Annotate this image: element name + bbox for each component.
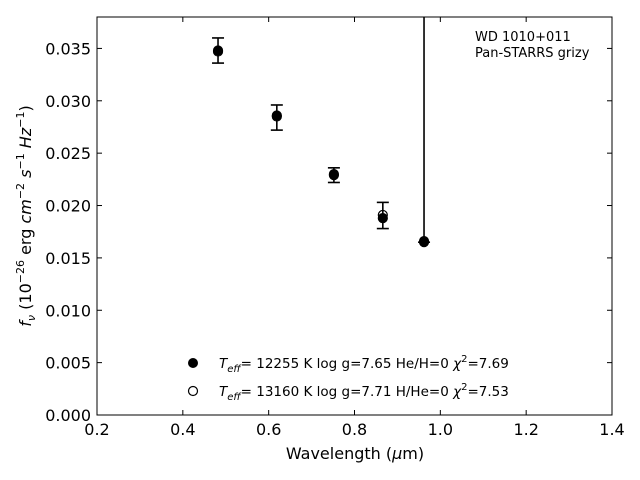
x-tick-label: 1.0 [428,420,453,439]
annotation-object-name: WD 1010+011 [475,30,571,45]
y-tick-label: 0.005 [45,354,91,373]
model-point-open [271,111,282,122]
y-tick-label: 0.025 [45,144,91,163]
model-point-open [328,169,339,180]
y-axis-ticks: 0.000 0.005 0.010 0.015 0.020 0.025 0.030 0.035 [45,39,612,425]
model-point-open [377,209,388,221]
y-tick-label: 0.020 [45,197,91,216]
x-tick-label: 1.4 [599,420,624,439]
x-axis-ticks: 0.2 0.4 0.6 0.8 1.0 1.2 1.4 [84,17,625,439]
legend-marker-open [187,385,199,397]
y-axis-label: fν (10−26 erg cm−2 s−1 Hz−1) [14,105,38,326]
annotation-survey: Pan-STARRS grizy [475,46,590,61]
y-tick-label: 0.035 [45,39,91,58]
legend-entry-1: Teff= 12255 K log g=7.65 He/H=0 χ2=7.69 [219,354,509,375]
error-bars [212,17,431,243]
y-tick-label: 0.010 [45,301,91,320]
y-tick-label: 0.000 [45,406,91,425]
model-point-open [212,46,224,57]
data-markers [212,45,430,248]
legend: Teff= 12255 K log g=7.65 He/H=0 χ2=7.69 … [187,354,509,403]
y-tick-label: 0.015 [45,249,91,268]
legend-marker-filled [188,358,198,368]
x-tick-label: 0.4 [170,420,195,439]
x-tick-label: 0.6 [256,420,281,439]
y-tick-label: 0.030 [45,92,91,111]
x-tick-label: 0.2 [84,420,109,439]
model-point-open [418,236,430,247]
x-tick-label: 1.2 [513,420,538,439]
x-tick-label: 0.8 [342,420,367,439]
legend-entry-2: Teff= 13160 K log g=7.71 H/He=0 χ2=7.53 [219,382,509,403]
x-axis-label: Wavelength (μm) [286,444,424,463]
model-point-filled [377,212,388,224]
